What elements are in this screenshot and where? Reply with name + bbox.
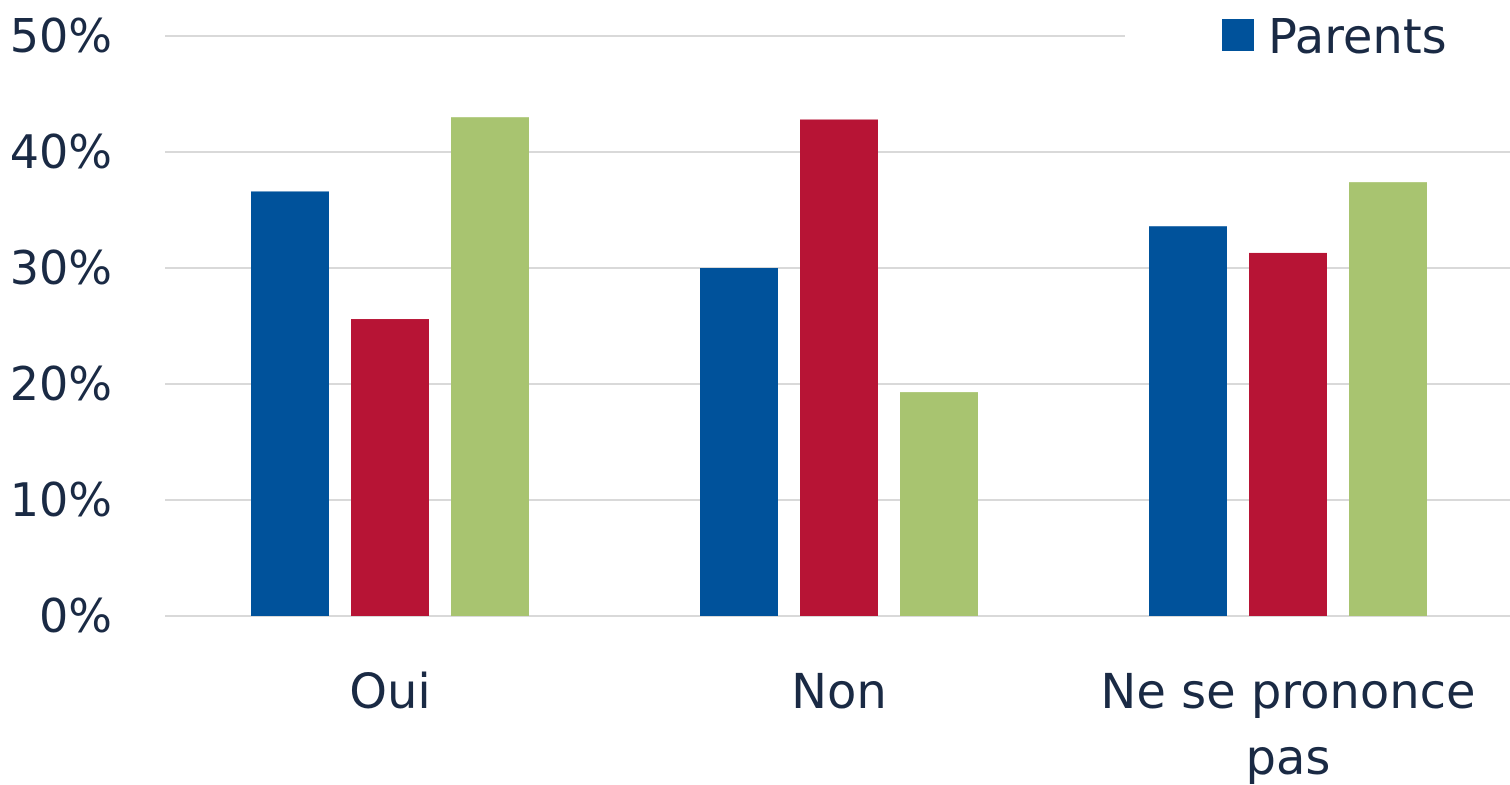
bar-series-3-category-3 — [1349, 182, 1427, 616]
bar-series-2-category-2 — [800, 119, 878, 617]
bar-series-2-category-3 — [1249, 252, 1327, 617]
y-tick-label: 0% — [39, 589, 112, 643]
x-category-label: pas — [1246, 730, 1331, 785]
bar-series-1-category-3 — [1149, 226, 1227, 617]
bar-series-1-category-1 — [251, 191, 329, 616]
bar-series-1-category-2 — [700, 268, 778, 616]
legend-label-parents: Parents — [1268, 9, 1447, 65]
bar-series-3-category-2 — [900, 392, 978, 616]
bar-series-3-category-1 — [451, 117, 529, 616]
legend: Parents — [1222, 9, 1447, 65]
y-tick-label: 10% — [10, 473, 112, 527]
x-category-label: Ne se prononce — [1100, 664, 1475, 720]
y-axis-tick-labels: 0% 10% 20% 30% 40% 50% — [10, 9, 112, 643]
y-tick-label: 30% — [10, 241, 112, 295]
x-category-label: Oui — [349, 664, 431, 720]
bars — [251, 117, 1427, 617]
x-axis-category-labels: Oui Non Ne se prononce pas — [349, 664, 1475, 785]
x-category-label: Non — [791, 664, 887, 720]
legend-swatch-parents — [1222, 19, 1254, 51]
y-tick-label: 20% — [10, 357, 112, 411]
y-tick-label: 40% — [10, 125, 112, 179]
y-tick-label: 50% — [10, 9, 112, 63]
bar-series-2-category-1 — [351, 319, 429, 616]
